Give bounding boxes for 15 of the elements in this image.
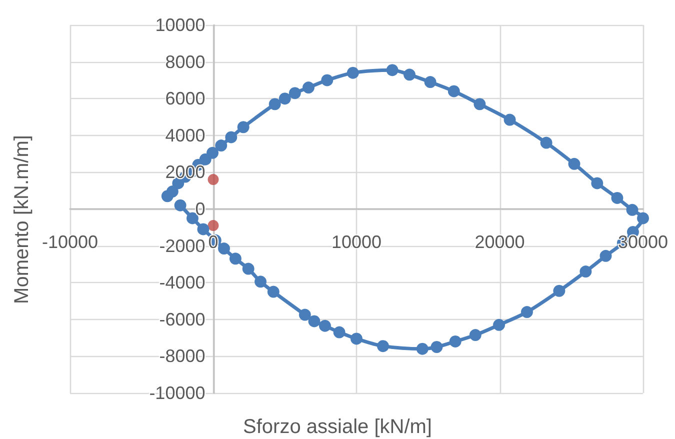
y-tick-label: 8000: [165, 52, 206, 72]
y-tick-label: 4000: [165, 125, 206, 146]
y-tick-label: -10000: [149, 383, 206, 403]
x-tick-label: -10000: [42, 232, 98, 252]
y-tick-label: -2000: [159, 236, 206, 256]
y-axis-title: Momento [kN.m/m]: [11, 135, 33, 304]
y-tick-label: 6000: [165, 88, 206, 109]
x-tick-label: 10000: [331, 232, 382, 252]
x-tick-label: 20000: [474, 232, 525, 252]
y-tick-label: -6000: [159, 309, 206, 330]
y-tick-label: 0: [195, 199, 206, 219]
y-tick-label: -4000: [159, 272, 206, 293]
x-axis-title: Sforzo assiale [kN/m]: [243, 416, 432, 438]
y-tick-label: -8000: [159, 346, 206, 366]
y-tick-label: 10000: [155, 15, 206, 35]
